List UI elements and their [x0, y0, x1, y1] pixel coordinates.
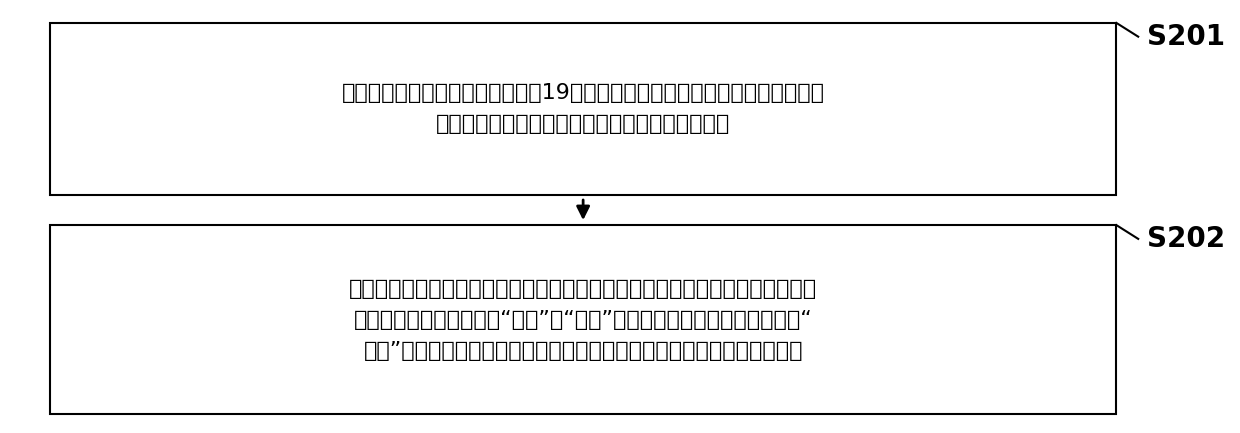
Text: 显示屏上点击对应部位的“开路”或“虚接”按鈕；若判断正确，系统会立即“: 显示屏上点击对应部位的“开路”或“虚接”按鈕；若判断正确，系统会立即“: [353, 310, 812, 330]
Text: 清除”该故障，直到考试结束时系统会自动给出学员成绩和故障清除的结果: 清除”该故障，直到考试结束时系统会自动给出学员成绩和故障清除的结果: [363, 341, 802, 361]
Text: 单片机控制继电器控制灯泡电路中19个故障（开路和虚接故障）；将设置的故障: 单片机控制继电器控制灯泡电路中19个故障（开路和虚接故障）；将设置的故障: [342, 84, 825, 103]
Text: 实时投到继电器控制灯泡电路中；同时开始倒计时: 实时投到继电器控制灯泡电路中；同时开始倒计时: [436, 114, 730, 134]
Text: S201: S201: [1147, 23, 1225, 51]
Text: S202: S202: [1147, 225, 1225, 253]
FancyBboxPatch shape: [50, 225, 1116, 414]
FancyBboxPatch shape: [50, 23, 1116, 195]
Text: 使用试灯、万用表或跨接线对电路进行故障诊断，确认某部位存在故障之后，在: 使用试灯、万用表或跨接线对电路进行故障诊断，确认某部位存在故障之后，在: [350, 279, 817, 299]
